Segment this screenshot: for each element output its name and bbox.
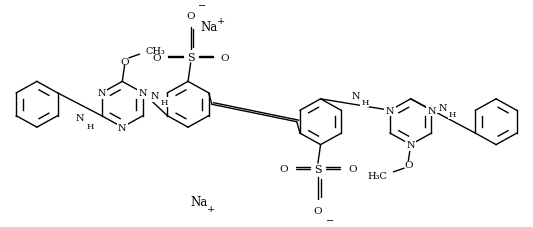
Text: O: O: [187, 12, 195, 21]
Text: N: N: [118, 123, 126, 132]
Text: Na: Na: [200, 21, 218, 34]
Text: N: N: [427, 106, 435, 115]
Text: +: +: [207, 204, 215, 213]
Text: N: N: [98, 89, 106, 98]
Text: CH₃: CH₃: [146, 47, 166, 56]
Text: N: N: [151, 92, 159, 101]
Text: O: O: [404, 160, 413, 169]
Text: H: H: [361, 99, 369, 107]
Text: N: N: [139, 89, 147, 98]
Text: Na: Na: [190, 195, 207, 208]
Text: H: H: [449, 110, 456, 118]
Text: O: O: [152, 54, 160, 63]
Text: N: N: [386, 106, 394, 115]
Text: H₃C: H₃C: [367, 171, 387, 180]
Text: +: +: [217, 17, 225, 26]
Text: N: N: [407, 141, 415, 149]
Text: O: O: [313, 206, 322, 215]
Text: O: O: [279, 164, 288, 173]
Text: O: O: [120, 58, 129, 67]
Text: O: O: [221, 54, 229, 63]
Text: O: O: [348, 164, 357, 173]
Text: N: N: [351, 92, 360, 101]
Text: H: H: [86, 123, 94, 131]
Text: N: N: [439, 103, 447, 112]
Text: S: S: [187, 53, 195, 63]
Text: −: −: [326, 217, 334, 225]
Text: H: H: [161, 99, 168, 107]
Text: N: N: [75, 113, 84, 122]
Text: −: −: [198, 2, 206, 10]
Text: S: S: [314, 164, 322, 174]
